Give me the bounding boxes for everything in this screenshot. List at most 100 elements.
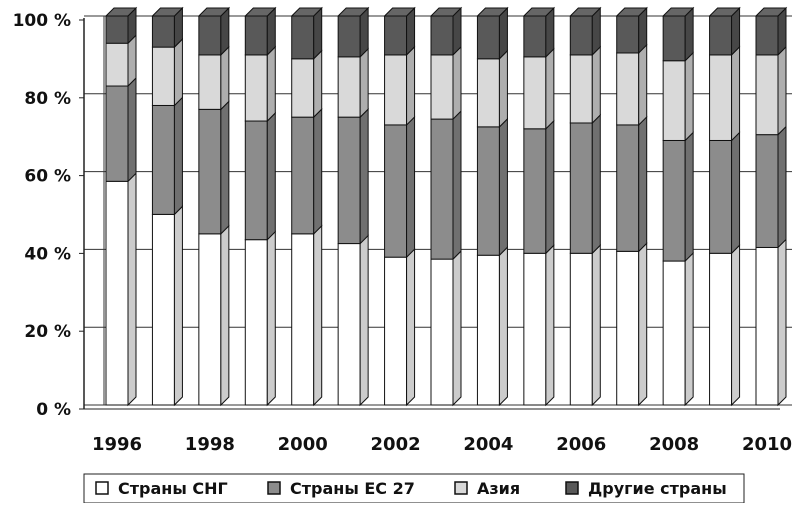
bar-segment — [616, 52, 640, 126]
y-tick-label: 80 % — [24, 89, 71, 109]
bar-stack-2007 — [615, 6, 648, 407]
bar-stack-2005 — [522, 6, 556, 407]
bar-segment — [430, 54, 454, 120]
x-tick-label: 2002 — [371, 434, 421, 455]
bar-segment — [755, 54, 779, 136]
bar-segment — [662, 15, 686, 62]
y-tick-label: 20 % — [24, 322, 71, 342]
x-tick-label: 2008 — [649, 434, 699, 455]
bar-segment — [476, 15, 500, 60]
bar-segment-side — [545, 47, 555, 131]
bar-segment — [755, 134, 779, 248]
bar-segment-side — [638, 115, 648, 253]
bar-segment — [662, 260, 686, 406]
bar-segment-side — [173, 37, 183, 107]
bar-segment — [291, 233, 315, 406]
bar-segment-side — [220, 224, 230, 407]
bar-segment-side — [313, 49, 323, 119]
bar-segment — [476, 254, 500, 406]
x-tick-label: 1998 — [185, 434, 235, 455]
bar-segment-side — [173, 205, 183, 407]
bar-segment — [198, 15, 222, 56]
bar-segment-side — [313, 107, 323, 236]
bar-segment — [337, 15, 361, 58]
bar-segment — [384, 15, 408, 56]
bar-segment — [244, 239, 268, 406]
bar-segment — [569, 252, 593, 406]
legend: Страны СНГ Страны ЕС 27 Азия Другие страны — [83, 473, 745, 504]
bar-segment-top — [661, 7, 695, 17]
bar-segment-side — [406, 45, 416, 127]
bar-segment-side — [359, 47, 369, 119]
bar-segment — [523, 128, 547, 254]
bar-stack-1996 — [104, 6, 138, 407]
bar-segment — [616, 124, 640, 252]
legend-item: Азия — [454, 479, 520, 498]
bar-segment — [291, 116, 315, 235]
bar-segment — [476, 58, 500, 128]
bar-stack-2002 — [383, 6, 416, 407]
bar-segment-side — [220, 45, 230, 111]
bar-segment-side — [452, 249, 462, 407]
x-tick-label: 2000 — [278, 434, 328, 455]
bar-stack-2010 — [754, 6, 788, 407]
bar-segment — [198, 233, 222, 406]
bar-segment — [662, 60, 686, 141]
bar-segment-top — [429, 7, 463, 17]
x-tick-label: 2010 — [742, 434, 792, 455]
y-tick-label: 60 % — [24, 167, 71, 187]
x-tick-label: 2004 — [463, 434, 513, 455]
legend-item: Страны СНГ — [95, 479, 228, 498]
bar-segment-side — [452, 45, 462, 121]
bar-segment-top — [290, 7, 323, 17]
bar-segment-top — [197, 7, 231, 17]
legend-label: Азия — [477, 479, 520, 498]
bar-segment — [291, 15, 315, 60]
bar-segment-side — [591, 45, 601, 125]
bar-segment — [523, 252, 547, 406]
x-tick-label: 1996 — [92, 434, 142, 455]
bar-segment-side — [591, 244, 601, 407]
bar-segment — [662, 139, 686, 262]
bar-segment-side — [684, 51, 694, 142]
bar-segment — [755, 15, 779, 56]
bar-stack-1999 — [244, 6, 277, 407]
bar-segment — [105, 42, 129, 87]
bar-segment-side — [684, 6, 694, 62]
bar-stack-2003 — [429, 6, 463, 407]
bar-segment-side — [777, 45, 787, 136]
bar-segment — [709, 54, 733, 141]
bar-segment — [709, 15, 733, 56]
bar-segment-side — [127, 34, 137, 88]
bar-segment — [337, 56, 361, 118]
bar-segment-top — [522, 7, 556, 17]
bar-segment-side — [777, 125, 787, 249]
bar-segment-side — [545, 119, 555, 255]
bar-segment-side — [266, 230, 276, 407]
bar-segment — [105, 15, 129, 44]
bar-segment-side — [777, 238, 787, 407]
legend-item: Страны ЕС 27 — [267, 479, 415, 498]
bar-segment-top — [754, 7, 788, 17]
legend-swatch — [267, 481, 281, 495]
legend-label: Страны СНГ — [118, 479, 228, 498]
bar-segment — [569, 122, 593, 254]
bar-segment-top — [336, 7, 370, 17]
bar-segment-top — [383, 7, 416, 17]
legend-swatch — [95, 481, 109, 495]
bar-segment-side — [498, 117, 508, 257]
bar-segment — [430, 258, 454, 406]
bar-segment-side — [731, 131, 741, 255]
bar-segment-top — [615, 7, 648, 17]
bar-segment-side — [545, 244, 555, 407]
bar-segment — [151, 104, 175, 215]
bar-segment — [337, 116, 361, 245]
bar-stack-1997 — [151, 6, 184, 407]
bar-stack-2004 — [476, 6, 509, 407]
bar-segment — [244, 120, 268, 241]
bar-segment-side — [359, 107, 369, 245]
bar-segment — [523, 56, 547, 130]
bar-segment-side — [731, 244, 741, 407]
bar-segment-side — [638, 242, 648, 407]
